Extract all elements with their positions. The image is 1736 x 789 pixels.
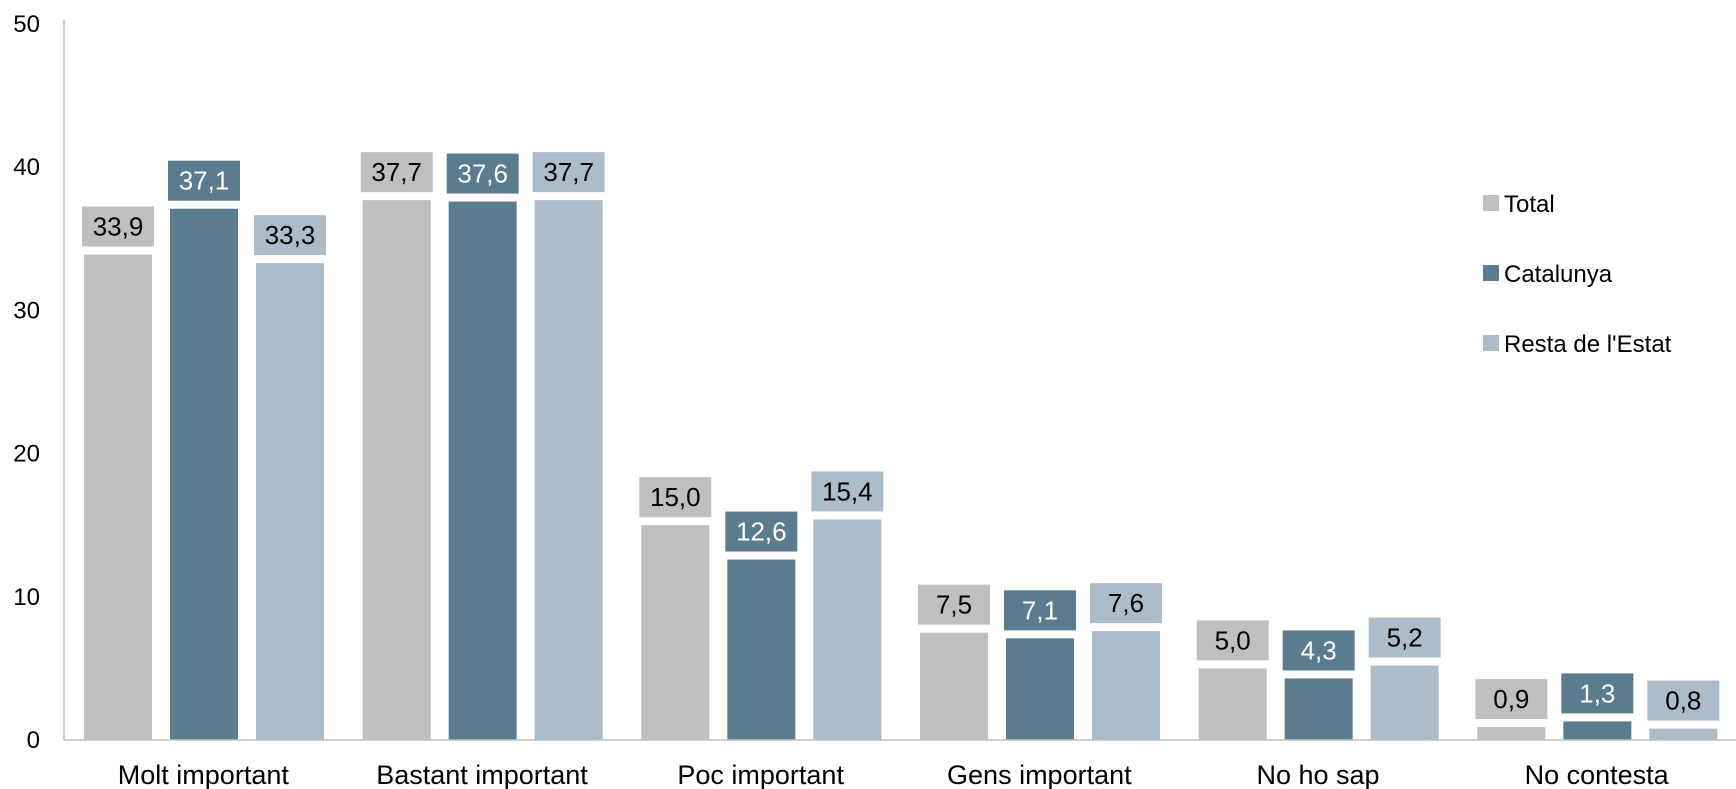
data-label-box — [1004, 590, 1076, 631]
data-label-box — [1368, 617, 1441, 658]
bar — [1563, 721, 1632, 740]
x-category-label: Molt important — [118, 760, 290, 789]
x-category-label: No ho sap — [1256, 760, 1379, 789]
data-label: 5,0 — [1215, 625, 1251, 655]
x-category-label: Bastant important — [376, 760, 588, 789]
data-label-box — [1647, 680, 1720, 721]
data-label: 15,0 — [650, 482, 701, 512]
data-label-box — [254, 215, 326, 256]
data-label-box — [725, 511, 798, 552]
data-label: 33,3 — [265, 220, 316, 250]
data-label: 0,9 — [1493, 684, 1529, 714]
bar — [362, 200, 431, 741]
legend: Total Catalunya Resta de l'Estat — [1483, 191, 1672, 358]
data-label: 15,4 — [822, 476, 873, 506]
data-label-box — [1561, 673, 1634, 714]
data-label-box — [1196, 620, 1269, 661]
data-label: 7,1 — [1022, 595, 1058, 625]
bar — [1649, 728, 1718, 740]
bar — [641, 525, 710, 740]
y-tick-label: 10 — [13, 584, 40, 611]
data-label-box — [168, 160, 240, 201]
data-label: 1,3 — [1579, 678, 1615, 708]
data-label-box — [532, 152, 605, 193]
data-label-box — [1475, 679, 1548, 720]
data-label-box — [918, 584, 990, 625]
data-label: 37,7 — [371, 157, 422, 187]
x-axis: Molt important Bastant important Poc impor… — [64, 739, 1736, 789]
y-axis: 0 10 20 30 40 50 — [13, 11, 65, 754]
legend-swatch — [1483, 265, 1499, 281]
bar — [256, 263, 324, 740]
bar — [920, 632, 988, 740]
bar — [727, 559, 796, 740]
bar — [1370, 665, 1439, 740]
legend-label: Resta de l'Estat — [1504, 331, 1672, 358]
data-label-box — [82, 206, 154, 247]
bar — [1284, 678, 1353, 740]
data-label: 33,9 — [93, 212, 144, 242]
legend-label: Catalunya — [1504, 261, 1613, 288]
bar — [813, 519, 882, 740]
bar — [1477, 727, 1546, 740]
data-label-box — [446, 153, 519, 194]
bar — [170, 208, 238, 740]
bar — [534, 200, 603, 741]
data-label: 37,7 — [543, 157, 594, 187]
data-label: 0,8 — [1665, 686, 1701, 716]
x-category-label: No contesta — [1525, 760, 1670, 789]
data-label: 7,5 — [936, 590, 972, 620]
data-label-box — [360, 152, 433, 193]
data-label-box — [1090, 583, 1162, 624]
y-tick-label: 30 — [13, 297, 40, 324]
legend-label: Total — [1504, 191, 1555, 218]
data-label: 5,2 — [1387, 623, 1423, 653]
bar — [448, 201, 517, 740]
y-tick-label: 0 — [27, 727, 40, 754]
data-label: 4,3 — [1301, 635, 1337, 665]
bar — [1198, 668, 1267, 740]
data-label-box — [1282, 630, 1355, 671]
y-tick-label: 20 — [13, 441, 40, 468]
data-label-box — [639, 477, 712, 518]
data-label: 7,6 — [1108, 588, 1144, 618]
y-tick-label: 40 — [13, 154, 40, 181]
data-label-box — [811, 471, 884, 512]
y-tick-label: 50 — [13, 11, 40, 38]
bar — [1006, 638, 1074, 740]
legend-swatch — [1483, 335, 1499, 351]
data-label: 37,1 — [179, 166, 230, 196]
bar — [1092, 631, 1160, 740]
x-category-label: Gens important — [947, 760, 1132, 789]
data-label: 37,6 — [457, 159, 508, 189]
legend-swatch — [1483, 195, 1499, 211]
x-category-label: Poc important — [677, 760, 844, 789]
data-label: 12,6 — [736, 517, 787, 547]
bar — [84, 254, 152, 740]
bars: 33,9 37,1 33,3 37,7 37,6 37,7 15,0 12,6 15,4 7,5 7… — [82, 152, 1720, 741]
